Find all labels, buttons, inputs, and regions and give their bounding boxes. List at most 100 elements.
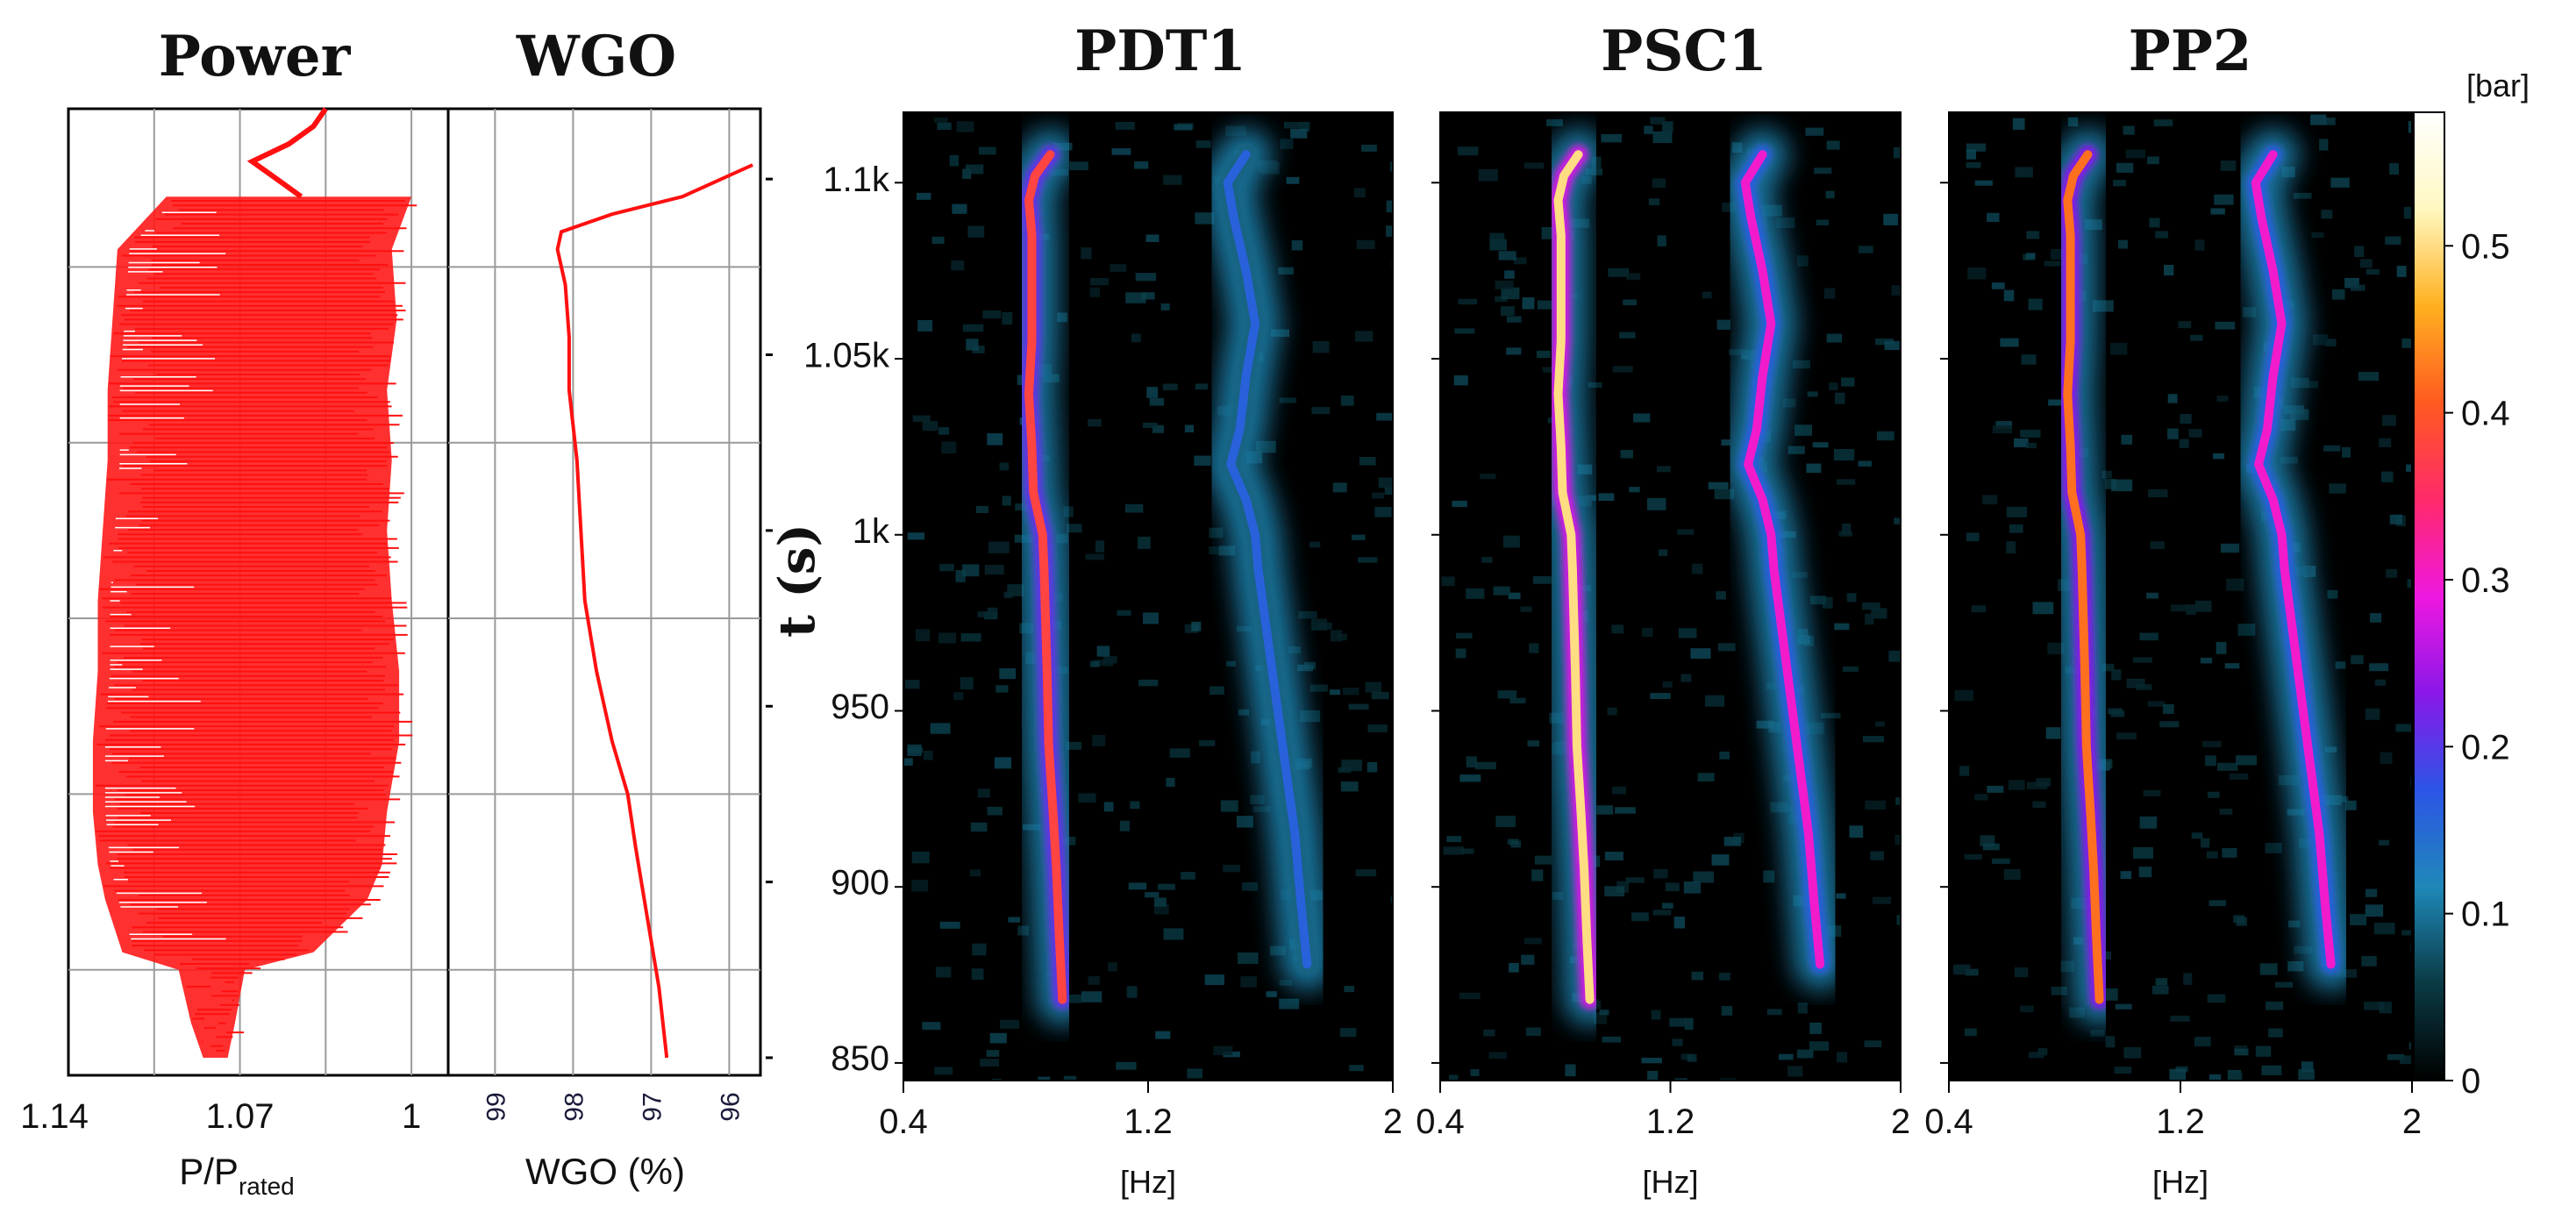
spectrogram-noise-cell [930, 723, 951, 734]
spectrogram-plot-area [903, 118, 1393, 1081]
spectrogram-noise-cell [1719, 751, 1730, 760]
spectrogram-noise-cell [2216, 762, 2238, 771]
spectrogram-noise-cell [1498, 251, 1516, 260]
spectrogram-noise-cell [2381, 471, 2394, 482]
spectrogram-noise-cell [1270, 945, 1287, 956]
spectrogram-noise-cell [995, 685, 1009, 693]
spectrogram-noise-cell [1687, 1054, 1697, 1062]
wgo-title: WGO [516, 24, 676, 89]
spectrogram-noise-cell [1691, 563, 1703, 574]
spectrogram-noise-cell [1894, 517, 1901, 524]
spectrogram-noise-cell [1763, 870, 1775, 883]
spectrogram-noise-cell [1858, 246, 1873, 253]
spectrogram-noise-cell [1884, 340, 1900, 351]
colorbar-ticks: 0 0.1 0.2 0.3 0.4 0.5 [2444, 227, 2510, 1101]
spectrogram-noise-cell [1521, 954, 1535, 965]
spectrogram-noise-cell [1532, 575, 1552, 584]
spectrogram-noise-cell [1266, 991, 1277, 997]
spectrogram-noise-cell [1085, 553, 1104, 560]
spectrogram-noise-cell [2009, 524, 2023, 533]
spectrogram-noise-cell [1657, 235, 1666, 246]
spectrogram-noise-cell [994, 757, 1012, 769]
spectrogram-noise-cell [1642, 627, 1653, 637]
spectrogram-noise-cell [2301, 1061, 2314, 1073]
spectrogram-noise-cell [1162, 383, 1178, 390]
spectrogram-noise-cell [931, 236, 945, 244]
spectrogram-x-tick: 1.2 [1124, 1102, 1173, 1141]
spectrogram-noise-cell [922, 420, 938, 432]
spectrogram-noise-cell [1865, 800, 1887, 810]
spectrogram-noise-cell [2408, 120, 2412, 133]
spectrogram-noise-cell [992, 1078, 1002, 1081]
spectrogram-noise-cell [2407, 579, 2412, 589]
spectrogram-noise-cell [955, 569, 966, 582]
spectrogram-noise-cell [1359, 456, 1376, 466]
spectrogram-noise-cell [2090, 1030, 2105, 1037]
spectrogram-noise-cell [2261, 1065, 2282, 1075]
spectrogram-noise-cell [1525, 1027, 1541, 1037]
spectrogram-noise-cell [1111, 148, 1131, 155]
spectrogram-noise-cell [1612, 366, 1633, 373]
spectrogram-noise-cell [2406, 464, 2412, 472]
spectrogram-noise-cell [1008, 917, 1021, 923]
spectrogram-noise-cell [1673, 917, 1685, 929]
spectrogram-noise-cell [977, 788, 990, 798]
spectrogram-noise-cell [1812, 442, 1829, 448]
spectrogram-noise-cell [2365, 904, 2384, 917]
spectrogram-noise-cell [2170, 1016, 2190, 1022]
spectrogram-noise-cell [1169, 748, 1190, 758]
spectrogram-noise-cell [2266, 1001, 2284, 1010]
spectrogram-noise-cell [1612, 786, 1626, 795]
spectrogram-noise-cell [1520, 606, 1532, 612]
spectrogram-noise-cell [1194, 455, 1211, 466]
spectrogram-noise-cell [1826, 333, 1843, 343]
spectrogram-noise-cell [2014, 967, 2029, 978]
spectrogram-noise-cell [1002, 496, 1011, 506]
wgo-panel [446, 107, 762, 1077]
spectrogram-noise-cell [1711, 854, 1730, 866]
power-envelope [92, 196, 412, 1058]
spectrogram-noise-cell [1366, 761, 1378, 773]
spectrogram-noise-cell [1069, 161, 1088, 171]
spectrogram-noise-cell [1656, 466, 1671, 473]
spectrogram-noise-cell [965, 164, 984, 175]
spectrogram-noise-cell [1995, 420, 2013, 429]
spectrogram-noise-cell [917, 319, 933, 332]
spectrogram-noise-cell [1142, 612, 1159, 624]
spectrogram-noise-cell [1311, 406, 1331, 415]
spectrogram-noise-cell [2409, 777, 2412, 788]
spectrogram-noise-cell [2401, 930, 2412, 936]
spectrogram-noise-cell [1826, 140, 1840, 150]
wgo-frame [446, 107, 762, 1077]
spectrogram-noise-cell [2350, 914, 2367, 925]
spectrogram-noise-cell [2060, 960, 2074, 973]
spectrogram-noise-cell [988, 541, 1010, 553]
spectrogram-noise-cell [1565, 1064, 1576, 1077]
spectrogram-noise-cell [1125, 292, 1146, 303]
spectrogram-noise-cell [1778, 1053, 1794, 1060]
spectrogram-noise-cell [2363, 1002, 2384, 1010]
spectrogram-noise-cell [1816, 219, 1829, 226]
spectrogram-noise-cell [2214, 194, 2234, 205]
spectrogram-noise-cell [2012, 118, 2025, 130]
power-x-tick: 1 [402, 1097, 421, 1136]
spectrogram-noise-cell [2015, 167, 2033, 178]
spectrogram-noise-cell [2219, 808, 2233, 815]
spectrogram-noise-cell [1531, 869, 1544, 881]
wgo-x-axis: 99 98 97 96 [482, 1092, 745, 1121]
spectrogram-noise-cell [1842, 523, 1852, 535]
spectrogram-noise-cell [2139, 816, 2158, 829]
spectrogram-noise-cell [1708, 482, 1729, 489]
spectrogram-noise-cell [1982, 843, 2000, 851]
spectrogram-noise-cell [2274, 981, 2294, 988]
spectrogram-noise-cell [1351, 534, 1366, 540]
spectrogram-noise-cell [1195, 140, 1211, 148]
power-x-label: P/Prated [179, 1151, 295, 1200]
spectrogram-noise-cell [1809, 1041, 1830, 1051]
spectrogram-noise-cell [1615, 807, 1636, 814]
spectrogram-noise-cell [1888, 650, 1901, 662]
spectrogram-noise-cell [2213, 453, 2225, 460]
spectrogram-noise-cell [2110, 342, 2128, 355]
spectrogram-noise-cell [1893, 146, 1901, 159]
spectrogram-noise-cell [1250, 795, 1265, 804]
